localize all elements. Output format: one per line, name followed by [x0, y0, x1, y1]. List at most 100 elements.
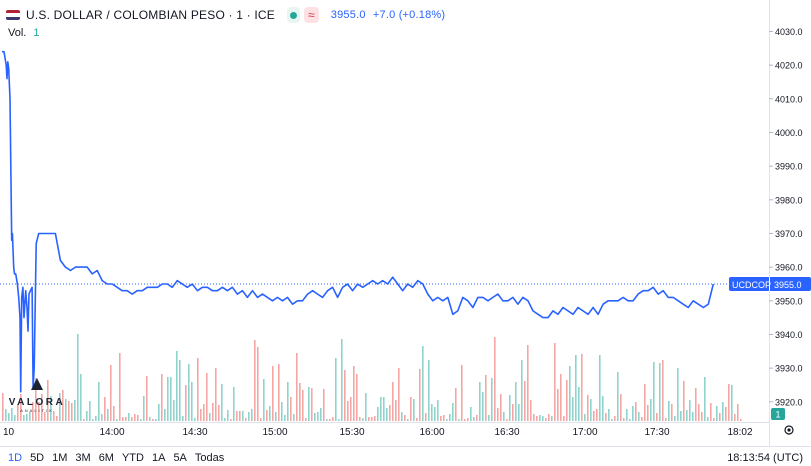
last-price: 3955.0 [330, 9, 366, 21]
price-change: +7.0 (+0.18%) [372, 9, 446, 21]
volume-bar [95, 416, 97, 421]
range-button-1d[interactable]: 1D [8, 452, 23, 464]
volume-bar [413, 399, 415, 421]
volume-bar [293, 414, 295, 421]
volume-bar [17, 404, 19, 421]
volume-bar [308, 387, 310, 421]
volume-bar [83, 419, 85, 421]
volume-bar [365, 393, 367, 421]
y-tick-label: 3940.0 [775, 330, 803, 340]
volume-bar [587, 395, 589, 421]
volume-bar [170, 377, 172, 421]
volume-bar [524, 381, 526, 421]
volume-bar [350, 397, 352, 421]
volume-bar [656, 413, 658, 421]
volume-bar [269, 406, 271, 421]
x-tick-label: 16:30 [494, 427, 519, 438]
volume-bar [359, 417, 361, 421]
volume-bar [41, 394, 43, 421]
volume-bar [572, 397, 574, 421]
volume-bar [536, 416, 538, 421]
volume-bar [50, 396, 52, 421]
range-button-todas[interactable]: Todas [194, 452, 225, 464]
range-button-5d[interactable]: 5D [30, 452, 45, 464]
volume-bar [554, 343, 556, 421]
range-button-6m[interactable]: 6M [98, 452, 114, 464]
x-tick-label: 16:00 [419, 427, 444, 438]
volume-bar [53, 411, 55, 421]
chart-legend: U.S. DOLLAR / COLOMBIAN PESO · 1 · ICE ≈… [6, 7, 445, 23]
volume-bar [149, 417, 151, 421]
volume-bar [221, 384, 223, 421]
volume-bar [251, 409, 253, 421]
volume-bar [344, 370, 346, 421]
volume-bar [563, 416, 565, 421]
volume-bar [599, 355, 601, 421]
volume-bar [209, 413, 211, 421]
volume-bar [722, 402, 724, 421]
volume-bar [422, 346, 424, 421]
y-tick-label: 4010.0 [775, 94, 803, 104]
gear-icon[interactable] [784, 425, 794, 435]
us-flag-icon [6, 10, 20, 20]
last-quote: 3955.0 +7.0 (+0.18%) [331, 9, 445, 21]
volume-bar [8, 413, 10, 421]
volume-bar [584, 414, 586, 421]
volume-bar [671, 404, 673, 421]
volume-bar [128, 413, 130, 421]
volume-bar [545, 418, 547, 421]
volume-bar [719, 413, 721, 421]
volume-value: 1 [33, 27, 40, 39]
volume-bar [377, 407, 379, 421]
volume-bar [716, 406, 718, 421]
volume-bar [167, 377, 169, 421]
volume-bar [152, 419, 154, 421]
x-tick-label: 18:02 [727, 427, 752, 438]
volume-bar [464, 419, 466, 421]
volume-bar [704, 377, 706, 421]
valora-watermark: VALORA ANALITIK [8, 376, 66, 413]
volume-bar [740, 419, 742, 421]
volume-bar [590, 399, 592, 421]
volume-legend: Vol. 1 [8, 27, 40, 39]
range-button-1m[interactable]: 1M [52, 452, 68, 464]
volume-bar [521, 360, 523, 421]
volume-bar [734, 414, 736, 421]
x-tick-label: 17:00 [572, 427, 597, 438]
volume-bar [77, 334, 79, 421]
volume-bar [341, 339, 343, 421]
volume-bar [38, 402, 40, 421]
range-button-5a[interactable]: 5A [173, 452, 187, 464]
range-button-1a[interactable]: 1A [151, 452, 166, 464]
x-tick-label: 17:30 [644, 427, 669, 438]
volume-bar [506, 419, 508, 421]
volume-bar [443, 415, 445, 421]
volume-bar [653, 362, 655, 421]
volume-bar [104, 397, 106, 421]
volume-bar [332, 417, 334, 421]
y-tick-label: 4000.0 [775, 128, 803, 138]
volume-bar [176, 351, 178, 421]
volume-bar [419, 369, 421, 421]
volume-bar [299, 383, 301, 421]
y-tick-label: 3960.0 [775, 263, 803, 273]
volume-bar [230, 419, 232, 421]
volume-bar [371, 417, 373, 421]
volume-bar [482, 392, 484, 421]
approx-badge: ≈ [304, 7, 319, 23]
volume-bar [473, 417, 475, 421]
volume-bar [383, 397, 385, 421]
volume-bar [659, 363, 661, 421]
volume-bar [215, 368, 217, 421]
volume-bar [59, 393, 61, 421]
volume-bar [224, 418, 226, 421]
range-button-ytd[interactable]: YTD [121, 452, 144, 464]
volume-bar [212, 403, 214, 421]
range-button-3m[interactable]: 3M [75, 452, 91, 464]
price-tag-value: 3955.0 [774, 280, 802, 290]
y-tick-label: 4030.0 [775, 27, 803, 37]
volume-bar [248, 412, 250, 421]
volume-bar [131, 417, 133, 421]
